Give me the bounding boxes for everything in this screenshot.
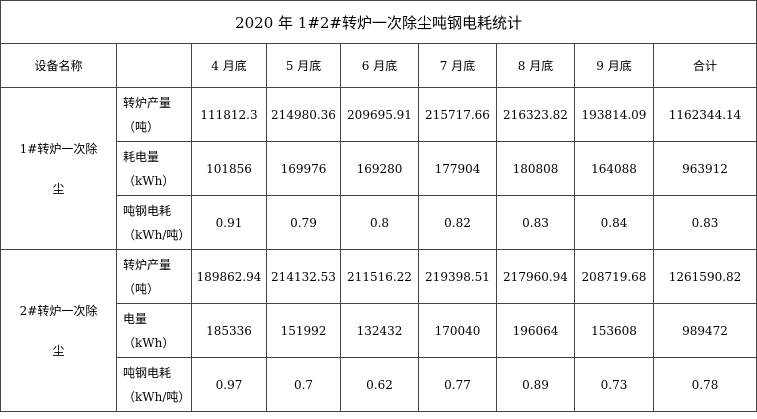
value-cell: 0.62	[340, 357, 419, 412]
header-cell: 9 月底	[574, 43, 654, 88]
value-cell: 0.84	[574, 195, 654, 250]
value-cell: 170040	[418, 303, 497, 358]
value-cell: 0.78	[652, 357, 757, 412]
value-cell: 151992	[266, 303, 341, 358]
header-cell: 7 月底	[418, 43, 497, 88]
data-row: 吨钢电耗 （kWh/吨） 0.97 0.7 0.62 0.77 0.89 0.73 0.78	[1, 357, 757, 412]
row-label-cell: 电量 （kWh）	[116, 303, 192, 358]
group-name: 1#转炉一次除尘	[19, 141, 98, 196]
value-cell: 132432	[340, 303, 419, 358]
row-label: 电量	[123, 311, 148, 326]
value-cell: 180808	[496, 141, 575, 196]
value-cell: 0.77	[418, 357, 497, 412]
row-label: 吨钢电耗	[123, 203, 172, 218]
value-cell: 963912	[652, 141, 757, 196]
header-cell: 设备名称	[0, 43, 117, 88]
title-row: 2020 年 1#2#转炉一次除尘吨钢电耗统计	[0, 0, 757, 44]
row-unit: （吨）	[123, 119, 160, 134]
value-cell: 0.79	[266, 195, 341, 250]
value-cell: 219398.51	[418, 249, 497, 304]
value-cell: 0.91	[191, 195, 267, 250]
value-cell: 177904	[418, 141, 497, 196]
header-cell: 合计	[652, 43, 757, 88]
value-cell: 214132.53	[266, 249, 341, 304]
data-row: 耗电量 （kWh） 101856 169976 169280 177904 180808 16…	[1, 141, 757, 196]
value-cell: 211516.22	[340, 249, 419, 304]
value-cell: 1162344.14	[652, 87, 757, 142]
row-label: 耗电量	[123, 149, 160, 164]
row-unit: （kWh/吨）	[123, 389, 191, 404]
value-cell: 0.83	[496, 195, 575, 250]
header-cell: 5 月底	[266, 43, 341, 88]
value-cell: 1261590.82	[652, 249, 757, 304]
data-row: 吨钢电耗 （kWh/吨） 0.91 0.79 0.8 0.82 0.83 0.84 0.83	[1, 195, 757, 250]
row-label-cell: 转炉产量 （吨）	[116, 249, 192, 304]
value-cell: 0.73	[574, 357, 654, 412]
value-cell: 111812.3	[191, 87, 267, 142]
value-cell: 216323.82	[496, 87, 575, 142]
value-cell: 989472	[652, 303, 757, 358]
row-unit: （kWh）	[123, 335, 175, 350]
value-cell: 0.8	[340, 195, 419, 250]
data-row: 2#转炉一次除尘 转炉产量 （吨） 189862.94 214132.53 211516.…	[0, 249, 757, 412]
row-label-cell: 耗电量 （kWh）	[116, 141, 192, 196]
value-cell: 169280	[340, 141, 419, 196]
value-cell: 101856	[191, 141, 267, 196]
value-cell: 0.7	[266, 357, 341, 412]
value-cell: 0.97	[191, 357, 267, 412]
value-cell: 208719.68	[574, 249, 654, 304]
group-cell: 2#转炉一次除尘	[0, 249, 117, 412]
row-label: 转炉产量	[123, 257, 172, 272]
data-row: 1#转炉一次除尘 转炉产量 （吨） 111812.3 214980.36 209695.9…	[0, 87, 757, 250]
row-label-cell: 转炉产量 （吨）	[116, 87, 192, 142]
row-label: 吨钢电耗	[123, 365, 172, 380]
value-cell: 0.82	[418, 195, 497, 250]
value-cell: 189862.94	[191, 249, 267, 304]
value-cell: 185336	[191, 303, 267, 358]
header-cell: 4 月底	[191, 43, 267, 88]
group-name: 2#转炉一次除尘	[19, 303, 98, 358]
value-cell: 217960.94	[496, 249, 575, 304]
group-cell: 1#转炉一次除尘	[0, 87, 117, 250]
value-cell: 153608	[574, 303, 654, 358]
row-label-cell: 吨钢电耗 （kWh/吨）	[116, 195, 192, 250]
row-unit: （kWh/吨）	[123, 227, 191, 242]
header-row: 设备名称 4 月底 5 月底 6 月底 7 月底 8 月底 9 月底 合计	[0, 43, 757, 88]
value-cell: 164088	[574, 141, 654, 196]
value-cell: 193814.09	[574, 87, 654, 142]
row-unit: （kWh）	[123, 173, 175, 188]
table-title: 2020 年 1#2#转炉一次除尘吨钢电耗统计	[0, 0, 757, 44]
header-cell	[116, 43, 192, 88]
value-cell: 215717.66	[418, 87, 497, 142]
value-cell: 0.89	[496, 357, 575, 412]
value-cell: 214980.36	[266, 87, 341, 142]
row-label-cell: 吨钢电耗 （kWh/吨）	[116, 357, 192, 412]
header-cell: 6 月底	[340, 43, 419, 88]
value-cell: 196064	[496, 303, 575, 358]
value-cell: 169976	[266, 141, 341, 196]
value-cell: 0.83	[652, 195, 757, 250]
header-cell: 8 月底	[496, 43, 575, 88]
row-label: 转炉产量	[123, 95, 172, 110]
value-cell: 209695.91	[340, 87, 419, 142]
row-unit: （吨）	[123, 281, 160, 296]
